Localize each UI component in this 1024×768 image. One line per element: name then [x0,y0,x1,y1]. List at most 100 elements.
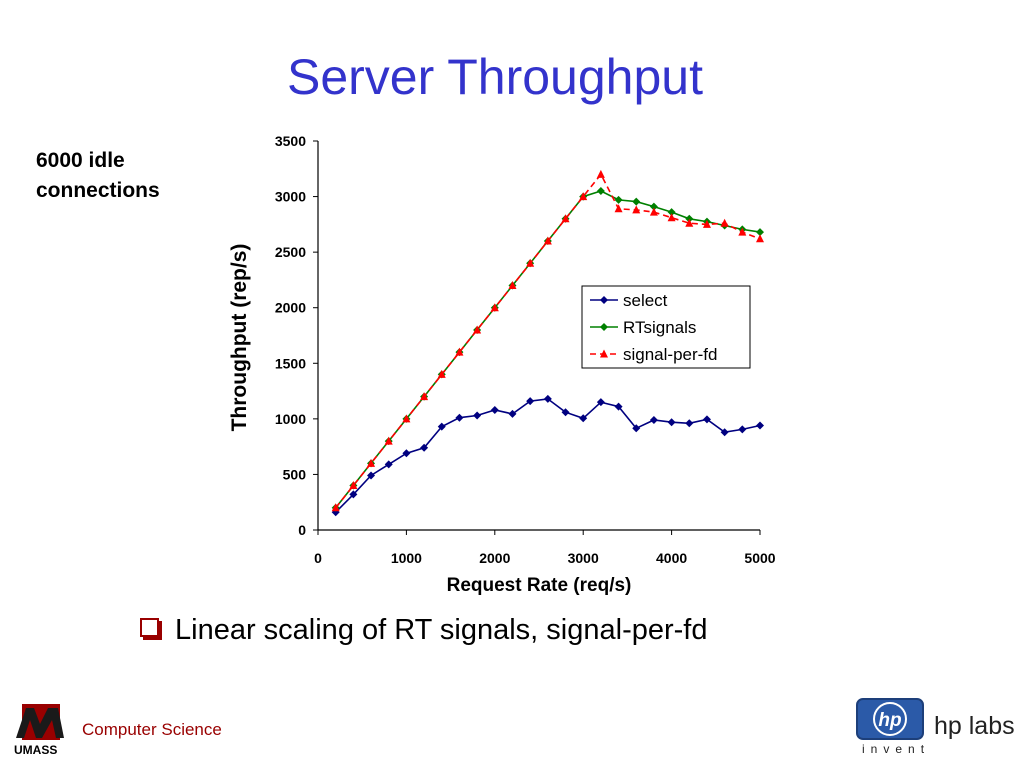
legend-label: signal-per-fd [623,345,718,364]
chart-series [331,169,764,517]
data-point [685,419,694,428]
hp-labs-label: hp labs [934,712,1015,740]
data-point [614,204,623,213]
data-point [720,428,729,437]
series-select [331,394,764,517]
data-point [473,325,482,334]
data-point [667,213,676,222]
side-note-line-2: connections [36,179,160,202]
slide-title: Server Throughput [287,49,703,105]
data-point [349,481,358,490]
data-point [702,415,711,424]
y-tick-label: 1000 [275,411,306,427]
data-point [331,508,340,517]
data-point [738,227,747,236]
data-point [632,197,641,206]
data-point [756,228,764,237]
y-tick-label: 2500 [275,244,306,260]
data-point [402,414,411,423]
data-point [685,218,694,227]
data-point [543,236,552,245]
hp-logo: hp [856,698,924,740]
y-tick-label: 3500 [275,133,306,149]
chart-legend: select RTsignals signal-per-fd [581,285,751,369]
data-point [384,436,393,445]
data-point [420,392,429,401]
data-point [490,303,499,312]
data-point [384,460,393,469]
computer-science-label: Computer Science [82,720,222,739]
data-point [649,415,658,424]
x-tick-label: 3000 [568,550,599,566]
data-point [349,490,358,499]
data-point [720,218,729,227]
data-point [632,205,641,214]
data-point [649,202,658,211]
data-point [455,413,464,422]
data-point [667,418,676,427]
data-point [738,425,747,434]
x-axis-label: Request Rate (req/s) [447,575,632,596]
umass-footer: UMASS Computer Science [14,704,222,763]
legend-label: select [623,291,668,310]
data-point [596,187,605,196]
legend-marker [600,349,608,358]
data-point [756,421,764,430]
data-point [596,398,605,407]
data-point [508,280,517,289]
data-point [508,409,517,418]
umass-logo-text: UMASS [14,743,57,757]
y-axis-label: Throughput (rep/s) [228,244,251,432]
data-point [526,258,535,267]
data-point [596,169,605,178]
data-point [632,424,641,433]
series-line [335,398,761,513]
hp-labs-footer: hp hp labs invent [856,698,1015,756]
x-tick-label: 1000 [391,550,422,566]
data-point [614,402,623,411]
data-point [367,471,376,480]
side-note-line-1: 6000 idle [36,149,125,172]
side-note: 6000 idle connections [36,146,160,206]
data-point [614,195,623,204]
legend-label: RTsignals [623,318,696,337]
data-point [579,414,588,423]
series-signal-per-fd [331,169,764,512]
y-tick-label: 2000 [275,300,306,316]
data-point [702,219,711,228]
data-point [667,208,676,217]
umass-logo: UMASS [14,704,64,757]
data-point [420,443,429,452]
data-point [437,422,446,431]
data-point [367,458,376,467]
data-point [649,207,658,216]
x-tick-label: 0 [314,550,322,566]
x-tick-label: 5000 [744,550,775,566]
data-point [331,503,340,512]
x-tick-label: 4000 [656,550,687,566]
data-point [543,394,552,403]
data-point [490,405,499,414]
data-point [579,192,588,201]
data-point [455,347,464,356]
legend-marker [600,296,608,304]
bullet-text: Linear scaling of RT signals, signal-per… [175,614,708,646]
data-point [473,411,482,420]
data-point [526,397,535,406]
data-point [402,449,411,458]
data-point [437,369,446,378]
x-tick-label: 2000 [479,550,510,566]
y-tick-label: 1500 [275,355,306,371]
bullet-item: Linear scaling of RT signals, signal-per… [140,614,707,647]
data-point [756,234,764,243]
data-point [561,408,570,417]
data-point [561,214,570,223]
chart-axes: 0 500 1000 1500 2000 2500 3000 3500 0 1000 2000 300… [228,133,776,596]
y-tick-label: 3000 [275,189,306,205]
y-tick-label: 500 [283,466,307,482]
checkbox-bullet-icon [140,617,159,637]
legend-marker [600,323,608,331]
hp-logo-text: hp [878,710,901,731]
y-tick-label: 0 [298,522,306,538]
